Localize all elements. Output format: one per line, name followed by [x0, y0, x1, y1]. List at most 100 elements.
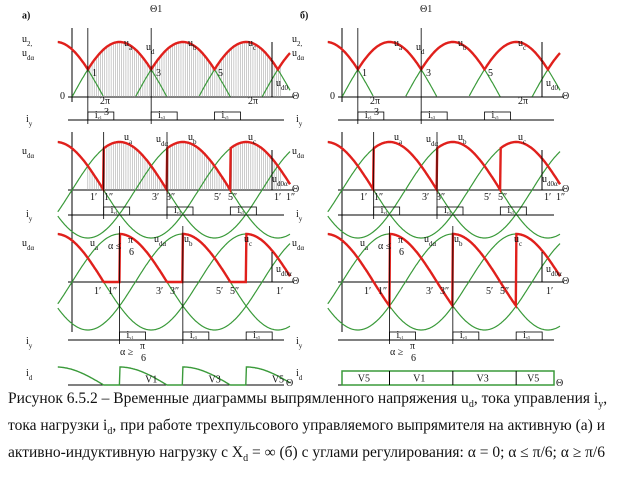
label-text: π [410, 341, 415, 352]
label-text: i [237, 205, 240, 216]
label-sub: d [421, 48, 425, 56]
diagram-label: ub [458, 132, 467, 145]
label-text: 5′ [216, 286, 223, 297]
label-sub: dα [161, 140, 169, 148]
label-sub: dα [429, 240, 437, 248]
diagram-label: ua [124, 38, 133, 51]
label-text: 1′ [546, 286, 553, 297]
diagram-label: π [398, 235, 403, 246]
diagram-label: uc [514, 234, 522, 247]
diagram-label: ud [416, 42, 425, 55]
label-text: u [276, 78, 281, 89]
pulse [373, 206, 401, 216]
label-sub: dα [159, 240, 167, 248]
label-text: u [424, 234, 429, 245]
diagram-label: uc [244, 234, 252, 247]
label-sub: d [151, 48, 155, 56]
label-sub: y [29, 215, 33, 223]
label-sub: b [193, 44, 197, 52]
label-text: u [454, 234, 459, 245]
diagram-label: iy [26, 209, 33, 222]
diagram-label: 3′ [152, 192, 159, 203]
label-sub: dα [27, 244, 35, 252]
label-text: u [458, 38, 463, 49]
diagram-label: 5′ [216, 286, 223, 297]
diagram-label: 1″ [104, 192, 113, 203]
label-text: u [188, 132, 193, 143]
diagram-label: uc [518, 38, 526, 51]
diagram-label: Θ [562, 184, 569, 195]
caption-text: d [243, 453, 249, 465]
label-text: u [22, 48, 27, 59]
label-sub: dα [27, 152, 35, 160]
label-text: 5 [488, 68, 493, 79]
label-text: u [22, 34, 27, 45]
label-text: 1′ [364, 286, 371, 297]
label-sub: v1 [129, 335, 133, 340]
diagram-label: α ≤ [108, 241, 122, 252]
label-text: 1′ [360, 192, 367, 203]
diagram-label: ua [90, 238, 99, 251]
label-text: 1′ [94, 286, 101, 297]
diagram-label: udα [156, 134, 169, 147]
label-text: Θ [286, 378, 293, 388]
label-text: 1′ [276, 286, 283, 297]
diagram-label: π [410, 341, 415, 352]
label-text: α ≥ [390, 347, 404, 358]
label-text: u [146, 42, 151, 53]
label-sub: v3 [463, 335, 467, 340]
label-sub: v3 [177, 210, 181, 215]
label-text: u [272, 174, 277, 185]
waveform [327, 140, 562, 194]
diagram-label: 5 [488, 68, 493, 79]
diagram-label: 6 [129, 247, 134, 258]
label-text: 3 [156, 68, 161, 79]
label-text: u [292, 48, 297, 59]
label-text: 3′ [422, 192, 429, 203]
valve-label: V3 [477, 373, 489, 384]
pulse [245, 331, 273, 341]
diagram-label: id [26, 368, 33, 381]
label-sub: v3 [447, 210, 451, 215]
diagram-label: 1′ [90, 192, 97, 203]
label-text: π [128, 235, 133, 246]
diagram-label: Θ [556, 378, 563, 388]
label-text: u [458, 132, 463, 143]
label-sub: dα [297, 244, 305, 252]
label-text: i [158, 110, 161, 121]
label-text: 2π [248, 96, 258, 107]
current-band [341, 370, 555, 386]
label-text: 2π [370, 96, 380, 107]
label-text: 1″ [374, 192, 383, 203]
label-sub: v1 [98, 115, 102, 120]
label-sub: y [299, 215, 303, 223]
label-text: 0 [330, 91, 335, 102]
valve-label: V5 [527, 373, 539, 384]
label-sub: c [523, 44, 526, 52]
diagram-label: ud0α [276, 264, 292, 277]
label-text: u [546, 78, 551, 89]
label-text: i [127, 330, 130, 341]
label-text: i [492, 110, 495, 121]
diagram-label: iy [296, 114, 303, 127]
waveform [57, 232, 292, 284]
pulse-label: iv5 [237, 205, 244, 216]
label-text: α ≤ [378, 241, 392, 252]
label-text: u [292, 238, 297, 249]
diagram-label: 5′ [484, 192, 491, 203]
label-text: u [394, 38, 399, 49]
label-sub: y [299, 120, 303, 128]
pulse-label: iv3 [174, 205, 181, 216]
pulse-label: iv1 [365, 110, 372, 121]
diagram-label: 1″ [374, 192, 383, 203]
panel-label: б) [300, 10, 308, 21]
label-text: u [542, 174, 547, 185]
label-sub: a [365, 244, 369, 252]
label-text: 3′ [426, 286, 433, 297]
caption-text: d [468, 399, 474, 411]
label-sub: 2, [27, 40, 33, 48]
label-sub: v3 [193, 335, 197, 340]
label-text: Θ1 [420, 4, 432, 15]
label-text: 1 [362, 68, 367, 79]
